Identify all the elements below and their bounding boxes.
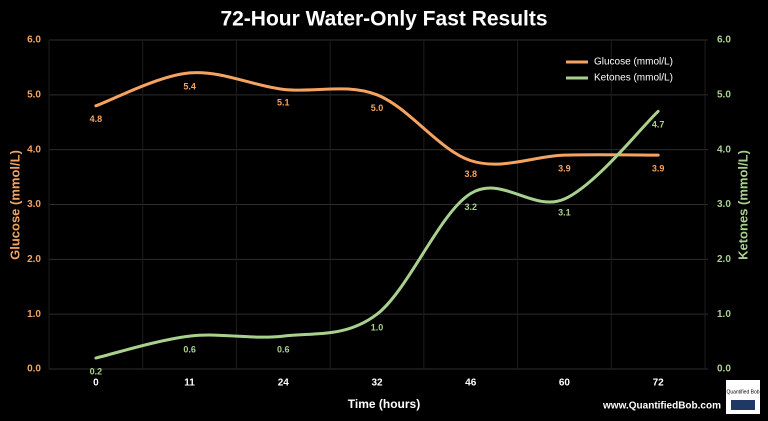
data-label: 3.9: [558, 164, 571, 174]
data-label: 1.0: [371, 323, 384, 333]
y2-tick-label: 0.0: [717, 364, 731, 375]
data-label: 5.4: [183, 81, 196, 91]
y-tick-label: 4.0: [27, 144, 41, 155]
legend-label: Ketones (mmol/L): [594, 73, 673, 84]
x-tick-label: 24: [278, 378, 290, 389]
x-tick-label: 32: [371, 378, 383, 389]
data-label: 0.6: [277, 344, 290, 354]
y-axis-title: Glucose (mmol/L): [7, 150, 22, 260]
series-line: [94, 71, 660, 166]
x-tick-label: 60: [559, 378, 571, 389]
y2-tick-label: 5.0: [717, 89, 731, 100]
data-label: 5.1: [277, 98, 290, 108]
data-label: 4.8: [90, 114, 103, 124]
data-label: 3.8: [464, 169, 477, 179]
data-label: 4.7: [652, 120, 665, 130]
y-tick-label: 3.0: [27, 199, 41, 210]
y-tick-label: 1.0: [27, 309, 41, 320]
x-tick-label: 72: [653, 378, 665, 389]
x-tick-label: 46: [465, 378, 477, 389]
data-label: 0.6: [183, 344, 196, 354]
y2-tick-label: 3.0: [717, 199, 731, 210]
y2-tick-label: 2.0: [717, 254, 731, 265]
data-label: 0.2: [90, 366, 103, 376]
data-label: 5.0: [371, 103, 384, 113]
y-tick-label: 5.0: [27, 89, 41, 100]
data-label: 3.2: [464, 202, 477, 212]
x-tick-label: 0: [93, 378, 99, 389]
y-tick-label: 0.0: [27, 364, 41, 375]
logo-bars: [731, 400, 755, 410]
y2-axis-title: Ketones (mmol/L): [735, 150, 750, 260]
data-label: 3.9: [652, 164, 665, 174]
logo-text: Quantified Bob: [726, 389, 759, 395]
x-tick-label: 11: [184, 378, 195, 389]
y2-tick-label: 4.0: [717, 144, 731, 155]
y2-tick-label: 6.0: [717, 35, 731, 46]
y-tick-label: 6.0: [27, 35, 41, 46]
data-label: 3.1: [558, 207, 571, 217]
watermark: www.QuantifiedBob.com: [602, 401, 721, 412]
x-axis-title: Time (hours): [348, 397, 420, 411]
y2-tick-label: 1.0: [717, 309, 731, 320]
chart-title: 72-Hour Water-Only Fast Results: [220, 8, 547, 31]
series-line: [94, 109, 660, 360]
y-tick-label: 2.0: [27, 254, 41, 265]
legend-label: Glucose (mmol/L): [594, 57, 673, 68]
